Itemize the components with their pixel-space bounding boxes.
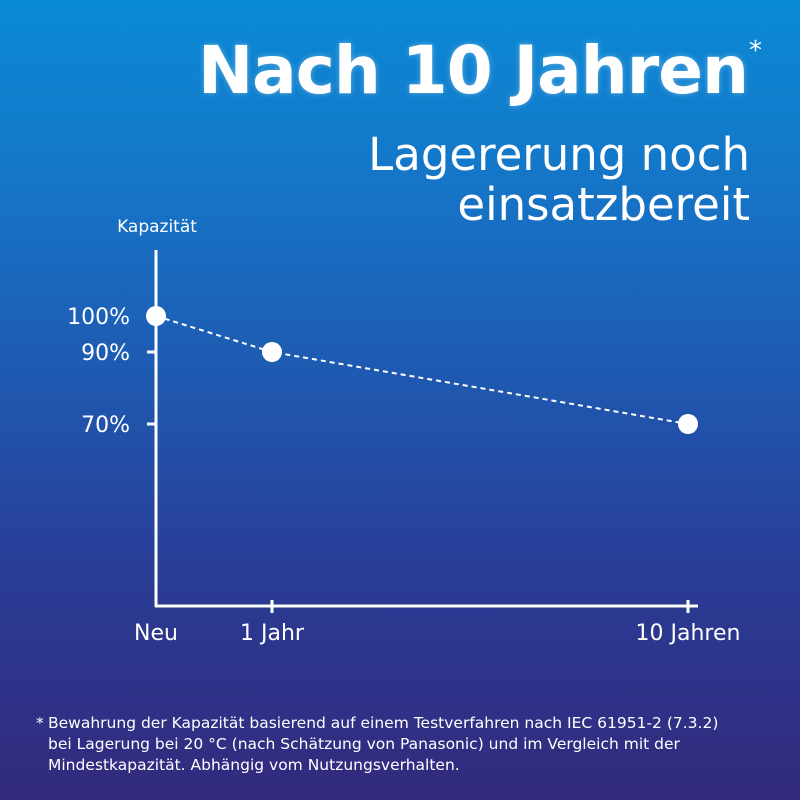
series-line [155, 315, 689, 425]
page-title: Nach 10 Jahren [197, 32, 749, 109]
y-tick-label: 90% [81, 341, 130, 366]
y-tick-label: 70% [81, 413, 130, 438]
data-point [146, 306, 166, 326]
x-tick-label: 10 Jahren [636, 621, 741, 646]
data-point [678, 414, 698, 434]
x-tick-label: 1 Jahr [240, 621, 305, 646]
footnote-mark: * [36, 714, 44, 732]
footnote-asterisk: * [749, 36, 762, 66]
footnote-line-1: Bewahrung der Kapazität basierend auf ei… [48, 714, 719, 732]
x-tick-label: Neu [134, 621, 178, 646]
subtitle-line-2: einsatzbereit [457, 178, 750, 231]
data-point [262, 342, 282, 362]
subtitle-line-1: Lagererung noch [368, 128, 750, 181]
footnote: * Bewahrung der Kapazität basierend auf … [36, 713, 766, 776]
footnote-line-2: bei Lagerung bei 20 °C (nach Schätzung v… [48, 735, 680, 753]
footnote-line-3: Mindestkapazität. Abhängig vom Nutzungsv… [48, 756, 460, 774]
y-axis-label: Kapazität [117, 217, 197, 237]
page-subtitle: Lagererung noch einsatzbereit [230, 130, 750, 230]
y-tick-label: 100% [67, 305, 130, 330]
